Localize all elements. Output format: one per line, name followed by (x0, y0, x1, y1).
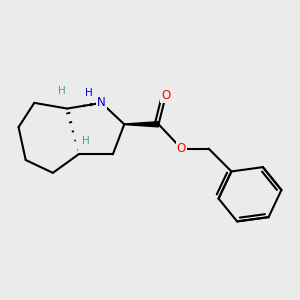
Text: O: O (161, 89, 170, 102)
Text: H: H (58, 86, 65, 96)
Text: N: N (97, 96, 106, 110)
Text: O: O (177, 142, 186, 155)
Text: H: H (82, 136, 90, 146)
Text: H: H (85, 88, 92, 98)
Polygon shape (124, 122, 159, 127)
